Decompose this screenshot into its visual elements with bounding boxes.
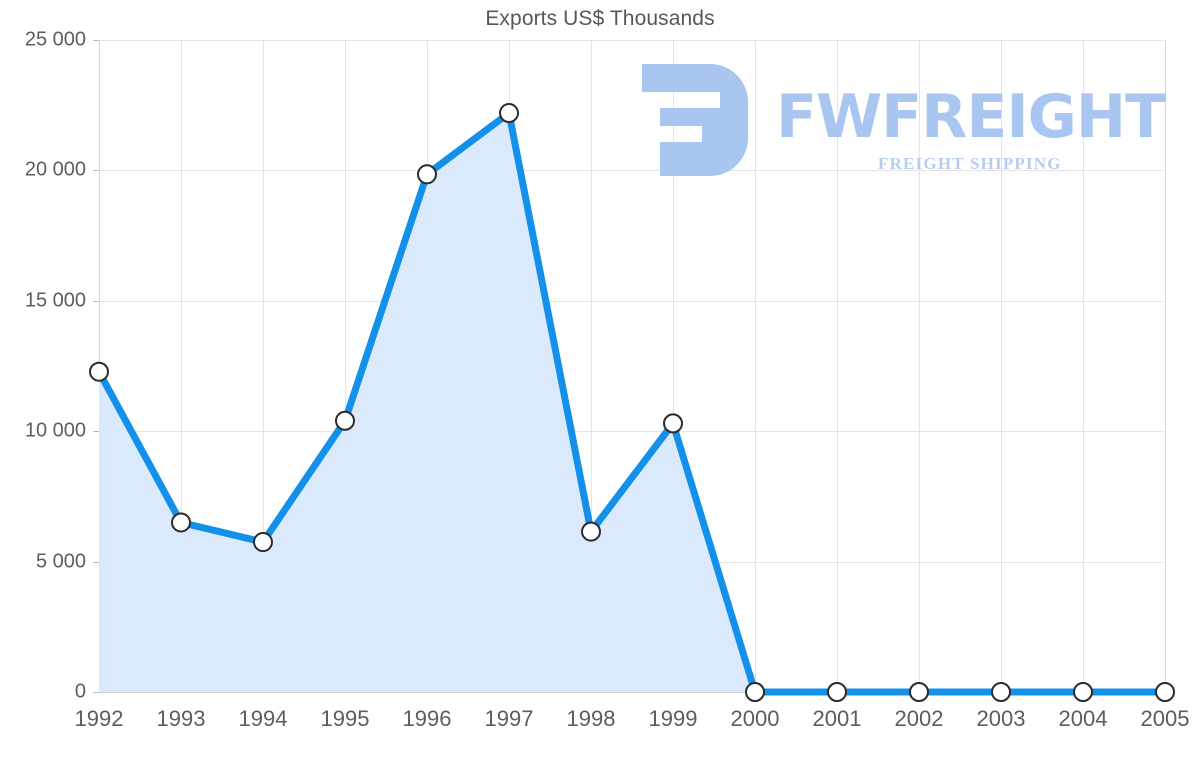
x-axis-tick-label: 2005: [1140, 706, 1190, 731]
x-axis-tick-label: 1997: [484, 706, 534, 731]
x-axis-tick-label: 2004: [1058, 706, 1108, 731]
x-axis-tick-label: 1992: [74, 706, 124, 731]
x-axis-tick-label: 2002: [894, 706, 944, 731]
x-axis-tick-label: 1994: [238, 706, 288, 731]
data-point-marker[interactable]: [909, 682, 929, 702]
x-axis-tick-label: 2001: [812, 706, 862, 731]
data-point-marker[interactable]: [417, 164, 437, 185]
gridline-horizontal: [99, 692, 1165, 693]
gridline-vertical: [1001, 40, 1002, 692]
x-axis-tick-label: 1993: [156, 706, 206, 731]
y-tick-mark: [93, 431, 99, 433]
x-axis-tick-label: 1995: [320, 706, 370, 731]
data-point-marker[interactable]: [745, 682, 765, 702]
gridline-vertical: [1083, 40, 1084, 692]
gridline-vertical: [837, 40, 838, 692]
gridline-vertical: [181, 40, 182, 692]
x-axis-tick-label: 1996: [402, 706, 452, 731]
data-point-marker[interactable]: [499, 103, 519, 124]
data-point-marker[interactable]: [171, 512, 191, 533]
data-point-marker[interactable]: [335, 410, 355, 431]
data-point-marker[interactable]: [253, 532, 273, 553]
y-tick-mark: [93, 300, 99, 302]
gridline-vertical: [755, 40, 756, 692]
y-axis-tick-label: 15 000: [24, 289, 86, 312]
y-axis-tick-label: 5 000: [35, 550, 86, 573]
data-point-marker[interactable]: [89, 361, 109, 382]
y-tick-mark: [93, 561, 99, 563]
gridline-vertical: [919, 40, 920, 692]
gridline-vertical: [345, 40, 346, 692]
gridline-horizontal: [99, 40, 1165, 41]
gridline-horizontal: [99, 300, 1165, 302]
y-tick-mark: [93, 170, 99, 172]
y-axis-tick-label: 10 000: [24, 419, 86, 442]
gridline-vertical: [591, 40, 592, 692]
y-axis-tick-label: 0: [74, 680, 86, 703]
data-point-marker[interactable]: [581, 521, 601, 542]
gridline-vertical: [673, 40, 674, 692]
area-fill: [99, 113, 1165, 692]
x-axis-tick-label: 1998: [566, 706, 616, 731]
data-point-marker[interactable]: [663, 413, 683, 434]
gridline-horizontal: [99, 431, 1165, 433]
y-tick-mark: [93, 692, 99, 693]
y-axis-tick-label: 25 000: [24, 28, 86, 51]
x-axis-tick-label: 2000: [730, 706, 780, 731]
data-point-marker[interactable]: [1073, 682, 1093, 702]
x-axis-tick-label: 2003: [976, 706, 1026, 731]
gridline-vertical: [263, 40, 264, 692]
plot-right-border: [1165, 40, 1166, 693]
data-point-marker[interactable]: [1155, 682, 1175, 702]
x-axis-tick-label: 1999: [648, 706, 698, 731]
series-line: [95, 109, 1169, 696]
y-tick-mark: [93, 40, 99, 41]
data-point-markers: [89, 103, 1175, 702]
y-axis-tick-label: 20 000: [24, 158, 86, 181]
chart-title: Exports US$ Thousands: [485, 7, 715, 30]
gridline-horizontal: [99, 170, 1165, 172]
data-point-marker[interactable]: [991, 682, 1011, 702]
data-point-marker[interactable]: [827, 682, 847, 702]
